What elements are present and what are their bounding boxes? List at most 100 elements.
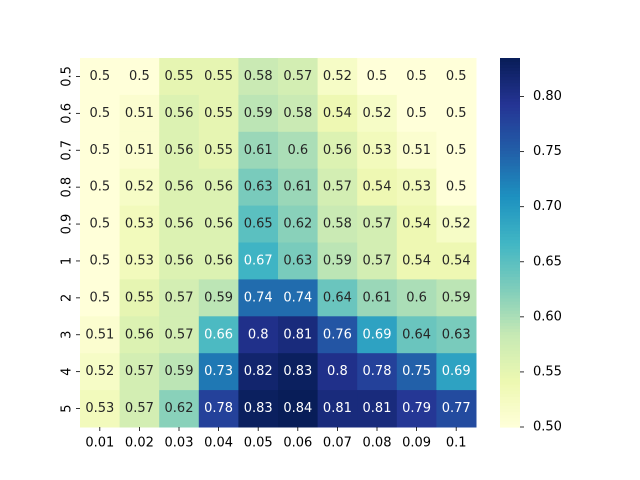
colorbar-segment	[500, 408, 520, 413]
cell-value-label: 0.8	[248, 327, 269, 342]
heatmap-cell	[238, 390, 279, 428]
cell-value-label: 0.81	[323, 401, 352, 416]
heatmap-cell	[119, 94, 160, 133]
colorbar-tick-label: 0.80	[533, 89, 562, 104]
cell-value-label: 0.5	[89, 106, 110, 121]
heatmap-cell	[278, 205, 319, 243]
cell-value-label: 0.5	[89, 253, 110, 268]
colorbar: 0.50 0.55 0.60 0.65 0.70 0.75 0.80	[500, 58, 562, 435]
cell-value-label: 0.5	[89, 217, 110, 232]
cell-value-label: 0.56	[204, 253, 233, 268]
colorbar-segment	[500, 248, 520, 253]
colorbar-segment	[500, 171, 520, 176]
cell-value-label: 0.54	[323, 106, 352, 121]
y-tick-label: 3	[60, 331, 75, 339]
cell-value-label: 0.51	[85, 327, 114, 342]
heatmap-cell	[357, 316, 398, 354]
heatmap-cell	[317, 353, 358, 391]
colorbar-segment	[500, 97, 520, 102]
cell-value-label: 0.53	[363, 143, 392, 158]
heatmap-cell	[80, 168, 121, 207]
colorbar-segment	[500, 79, 520, 84]
cell-value-label: 0.59	[204, 290, 233, 305]
heatmap-cell	[357, 279, 398, 317]
colorbar-segment	[500, 297, 520, 302]
colorbar-segment	[500, 411, 520, 416]
y-tick-label: 0.7	[60, 140, 75, 161]
x-tick-label: 0.05	[244, 436, 273, 451]
cell-value-label: 0.67	[244, 253, 273, 268]
cell-value-label: 0.55	[204, 69, 233, 84]
colorbar-segment	[500, 245, 520, 250]
colorbar-segment	[500, 153, 520, 157]
colorbar-segment	[500, 217, 520, 222]
colorbar-segment	[500, 230, 520, 234]
colorbar-segment	[500, 199, 520, 204]
cell-value-label: 0.57	[283, 69, 312, 84]
colorbar-segment	[500, 113, 520, 118]
heatmap-cell	[80, 242, 121, 280]
heatmap-cell	[238, 242, 279, 280]
heatmap-cell	[317, 94, 358, 133]
cell-value-label: 0.52	[125, 180, 154, 195]
heatmap-cell	[317, 242, 358, 280]
colorbar-segment	[500, 279, 520, 284]
cell-value-label: 0.57	[363, 253, 392, 268]
heatmap-cell	[119, 390, 160, 428]
cell-value-label: 0.8	[327, 364, 348, 379]
colorbar-segment	[500, 251, 520, 256]
heatmap-cell	[357, 58, 398, 96]
cell-value-label: 0.65	[244, 217, 273, 232]
cell-value-label: 0.51	[125, 106, 154, 121]
colorbar-segment	[500, 340, 520, 345]
colorbar-segment	[500, 64, 520, 68]
cell-value-label: 0.5	[446, 69, 467, 84]
heatmap-cell	[119, 279, 160, 317]
colorbar-segment	[500, 264, 520, 268]
colorbar-segment	[500, 58, 520, 62]
heatmap-cell	[119, 131, 160, 170]
cell-value-label: 0.59	[165, 364, 194, 379]
heatmap-cell	[119, 58, 160, 96]
colorbar-segment	[500, 396, 520, 400]
heatmap-cell	[198, 94, 239, 133]
heatmap-cell	[238, 94, 279, 133]
cell-value-label: 0.53	[85, 401, 114, 416]
cell-value-label: 0.75	[402, 364, 431, 379]
colorbar-segment	[500, 177, 520, 182]
colorbar-segment	[500, 101, 520, 105]
heatmap-cell	[278, 353, 319, 391]
colorbar-segment	[500, 291, 520, 296]
colorbar-segment	[500, 304, 520, 308]
colorbar-segment	[500, 347, 520, 351]
cell-value-label: 0.5	[446, 180, 467, 195]
heatmap-cell	[357, 242, 398, 280]
colorbar-segment	[500, 423, 520, 428]
cell-value-label: 0.5	[89, 143, 110, 158]
cell-value-label: 0.53	[125, 217, 154, 232]
colorbar-tick-label: 0.70	[533, 199, 562, 214]
colorbar-segment	[500, 282, 520, 287]
colorbar-segment	[500, 420, 520, 425]
cell-value-label: 0.56	[125, 327, 154, 342]
colorbar-segment	[500, 208, 520, 213]
cell-value-label: 0.56	[323, 143, 352, 158]
colorbar-segment	[500, 239, 520, 244]
colorbar-tick-label: 0.55	[533, 364, 562, 379]
colorbar-segment	[500, 61, 520, 65]
cell-value-label: 0.81	[283, 327, 312, 342]
colorbar-segment	[500, 156, 520, 161]
colorbar-segment	[500, 254, 520, 259]
colorbar-segment	[500, 325, 520, 330]
cell-value-label: 0.5	[89, 180, 110, 195]
colorbar-segment	[500, 353, 520, 357]
cell-value-label: 0.57	[125, 401, 154, 416]
colorbar-segment	[500, 270, 520, 274]
colorbar-segment	[500, 91, 520, 96]
heatmap-cell	[396, 279, 437, 317]
heatmap-cell	[238, 168, 279, 207]
colorbar-segment	[500, 134, 520, 139]
colorbar-segment	[500, 104, 520, 108]
colorbar-segment	[500, 82, 520, 87]
